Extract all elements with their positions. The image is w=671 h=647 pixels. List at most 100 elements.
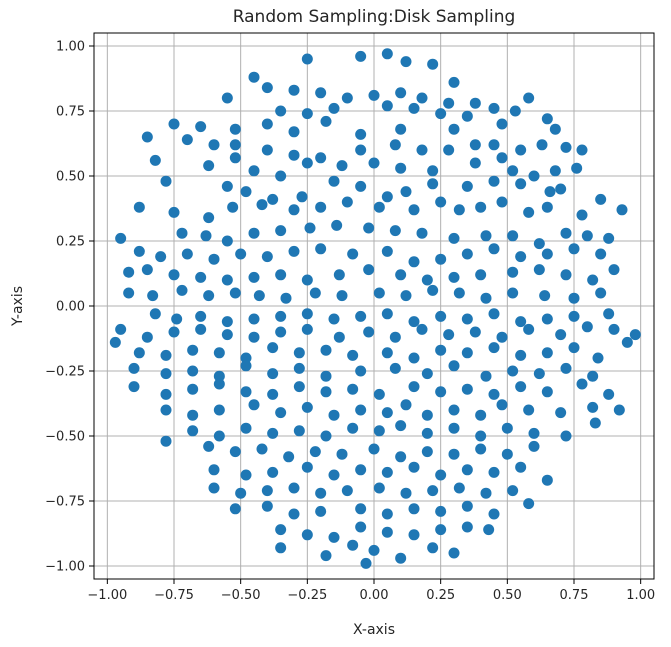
scatter-point	[221, 235, 233, 247]
x-tick-label: 0.00	[360, 588, 389, 603]
scatter-point	[568, 243, 580, 255]
scatter-point	[253, 290, 265, 302]
scatter-point	[389, 139, 401, 151]
scatter-point	[475, 430, 487, 442]
scatter-point	[347, 248, 359, 260]
scatter-point	[336, 448, 348, 460]
scatter-point	[568, 292, 580, 304]
scatter-point	[541, 313, 553, 325]
scatter-point	[168, 269, 180, 281]
scatter-point	[435, 386, 447, 398]
scatter-point	[275, 407, 287, 419]
scatter-point	[496, 152, 508, 164]
scatter-point	[435, 469, 447, 481]
scatter-point	[507, 287, 519, 299]
scatter-point	[461, 313, 473, 325]
scatter-point	[240, 386, 252, 398]
scatter-point	[608, 323, 620, 335]
scatter-point	[200, 230, 212, 242]
scatter-point	[301, 401, 313, 413]
scatter-point	[315, 87, 327, 99]
scatter-point	[507, 485, 519, 497]
scatter-point	[288, 126, 300, 138]
scatter-point	[571, 162, 583, 174]
scatter-point	[488, 466, 500, 478]
scatter-point	[267, 388, 279, 400]
scatter-point	[221, 316, 233, 328]
scatter-point	[395, 420, 407, 432]
scatter-point	[208, 464, 220, 476]
scatter-point	[109, 336, 121, 348]
scatter-point	[523, 323, 535, 335]
scatter-point	[469, 139, 481, 151]
scatter-point	[275, 310, 287, 322]
scatter-point	[395, 269, 407, 281]
scatter-point	[488, 175, 500, 187]
scatter-point	[469, 326, 481, 338]
scatter-point	[453, 482, 465, 494]
scatter-point	[595, 287, 607, 299]
scatter-point	[461, 500, 473, 512]
scatter-point	[381, 191, 393, 203]
y-tick-label: 0.50	[56, 170, 85, 185]
scatter-point	[328, 175, 340, 187]
scatter-point	[187, 344, 199, 356]
scatter-point	[301, 461, 313, 473]
scatter-point	[587, 370, 599, 382]
scatter-point	[381, 100, 393, 112]
scatter-point	[115, 232, 127, 244]
y-tick-label: 0.25	[56, 235, 85, 250]
scatter-point	[333, 331, 345, 343]
scatter-point	[288, 508, 300, 520]
scatter-point	[448, 448, 460, 460]
scatter-point	[160, 435, 172, 447]
scatter-point	[267, 368, 279, 380]
scatter-point	[256, 443, 268, 455]
scatter-point	[381, 245, 393, 257]
scatter-point	[480, 370, 492, 382]
scatter-point	[248, 399, 260, 411]
scatter-point	[355, 128, 367, 140]
scatter-point	[275, 225, 287, 237]
scatter-point	[240, 186, 252, 198]
scatter-point	[408, 256, 420, 268]
scatter-point	[443, 144, 455, 156]
scatter-point	[227, 201, 239, 213]
scatter-point	[293, 362, 305, 374]
scatter-point	[141, 264, 153, 276]
scatter-point	[133, 201, 145, 213]
scatter-point	[560, 269, 572, 281]
scatter-point	[488, 308, 500, 320]
scatter-point	[501, 422, 513, 434]
scatter-point	[275, 542, 287, 554]
scatter-point	[515, 251, 527, 263]
scatter-point	[560, 141, 572, 153]
scatter-point	[293, 381, 305, 393]
scatter-point	[421, 446, 433, 458]
scatter-point	[363, 222, 375, 234]
scatter-point	[443, 329, 455, 341]
scatter-point	[488, 243, 500, 255]
scatter-point	[293, 347, 305, 359]
scatter-point	[515, 349, 527, 361]
scatter-point	[461, 180, 473, 192]
scatter-point	[248, 165, 260, 177]
x-tick-label: −0.25	[287, 588, 327, 603]
scatter-point	[507, 165, 519, 177]
x-axis-ticks: −1.00 −0.75 −0.50 −0.25 0.00 0.25 0.50 0.75 1.00	[87, 579, 655, 603]
scatter-point	[507, 266, 519, 278]
scatter-point	[480, 230, 492, 242]
scatter-point	[523, 92, 535, 104]
scatter-point	[515, 178, 527, 190]
scatter-point	[160, 368, 172, 380]
scatter-point	[408, 381, 420, 393]
scatter-point	[496, 196, 508, 208]
scatter-point	[267, 427, 279, 439]
scatter-point	[421, 274, 433, 286]
scatter-point	[435, 253, 447, 265]
y-tick-label: −0.75	[45, 495, 85, 510]
scatter-point	[480, 292, 492, 304]
scatter-point	[320, 115, 332, 127]
scatter-point	[400, 290, 412, 302]
